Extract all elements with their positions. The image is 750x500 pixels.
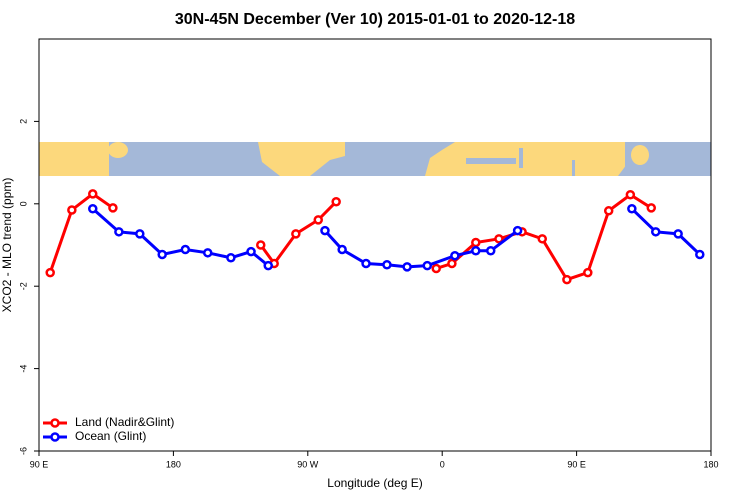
data-point (450, 250, 460, 261)
legend-marker (50, 432, 60, 442)
chart-title: 30N-45N December (Ver 10) 2015-01-01 to … (175, 11, 575, 28)
series-line (91, 207, 701, 269)
data-point (135, 229, 145, 239)
data-point (646, 203, 657, 213)
data-point (673, 229, 683, 239)
data-point (202, 248, 213, 258)
data-point (157, 249, 167, 260)
data-point (246, 246, 256, 257)
y-tick-label: -2 (18, 282, 28, 290)
y-tick-label: -4 (18, 365, 28, 373)
data-point (382, 260, 392, 270)
x-tick-label: 180 (166, 459, 181, 469)
data-point (226, 253, 236, 263)
data-point (583, 267, 593, 278)
data-point (625, 189, 636, 200)
data-point (402, 262, 412, 272)
legend-label: Ocean (Glint) (75, 429, 146, 443)
data-point (88, 189, 98, 199)
data-point (650, 227, 661, 237)
data-point (337, 244, 347, 255)
data-point (471, 237, 481, 248)
y-tick-label: 0 (18, 201, 28, 206)
data-point (108, 203, 118, 213)
plot-frame (38, 38, 712, 452)
legend-label: Land (Nadir&Glint) (75, 415, 174, 429)
data-point (447, 258, 457, 269)
data-point (45, 267, 55, 278)
data-point (263, 260, 273, 271)
data-point (331, 196, 341, 207)
data-point (422, 260, 433, 271)
data-point (114, 227, 124, 237)
data-point (562, 274, 572, 285)
data-point (485, 246, 496, 256)
data-point (291, 229, 301, 239)
data-point (471, 246, 481, 256)
x-axis-label: Longitude (deg E) (327, 476, 422, 490)
data-point (512, 225, 523, 236)
data-point (256, 240, 266, 250)
x-tick-label: 90 E (30, 459, 49, 469)
data-point (537, 234, 548, 244)
data-point (695, 249, 705, 260)
data-point (603, 206, 614, 216)
data-point (431, 263, 441, 274)
x-tick-label: 90 E (567, 459, 586, 469)
y-tick-label: 2 (18, 119, 28, 124)
x-tick-label: 90 W (297, 459, 319, 469)
x-tick-label: 180 (703, 459, 718, 469)
legend-marker (50, 418, 60, 428)
data-point (494, 234, 504, 244)
data-point (180, 244, 191, 255)
y-axis-label: XCO2 - MLO trend (ppm) (0, 178, 14, 313)
y-tick-label: -6 (18, 447, 28, 455)
data-point (67, 205, 77, 215)
data-point (627, 203, 637, 214)
data-point (313, 215, 324, 225)
data-point (361, 258, 371, 269)
data-point (88, 203, 98, 214)
x-tick-label: 0 (440, 459, 445, 469)
data-point (320, 225, 330, 236)
map-band (39, 142, 711, 176)
